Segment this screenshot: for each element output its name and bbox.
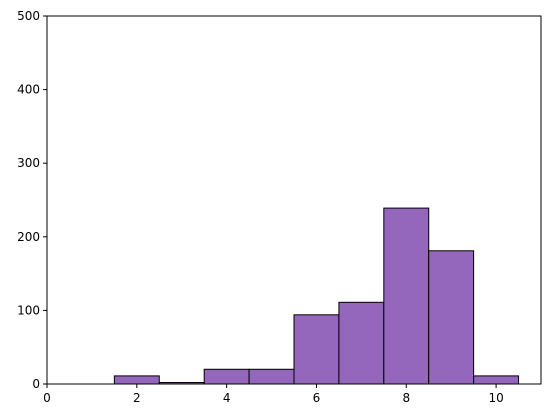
plot-frame (46, 15, 542, 385)
bar (383, 207, 430, 385)
x-tick-label: 2 (133, 391, 141, 405)
bar (338, 301, 385, 385)
bar (428, 250, 475, 385)
bar (248, 368, 295, 385)
y-tick-label: 400 (17, 83, 40, 97)
y-tick-label: 200 (17, 230, 40, 244)
y-tick-label: 0 (32, 377, 40, 391)
y-tick-label: 300 (17, 156, 40, 170)
y-tick-label: 100 (17, 303, 40, 317)
bar (203, 368, 250, 385)
x-tick-label: 8 (402, 391, 410, 405)
x-tick-label: 0 (43, 391, 51, 405)
bar (293, 314, 340, 385)
y-tick-label: 500 (17, 9, 40, 23)
x-tick-label: 10 (488, 391, 503, 405)
bar (113, 375, 160, 385)
bar (473, 375, 520, 385)
x-tick-label: 6 (313, 391, 321, 405)
x-tick-label: 4 (223, 391, 231, 405)
